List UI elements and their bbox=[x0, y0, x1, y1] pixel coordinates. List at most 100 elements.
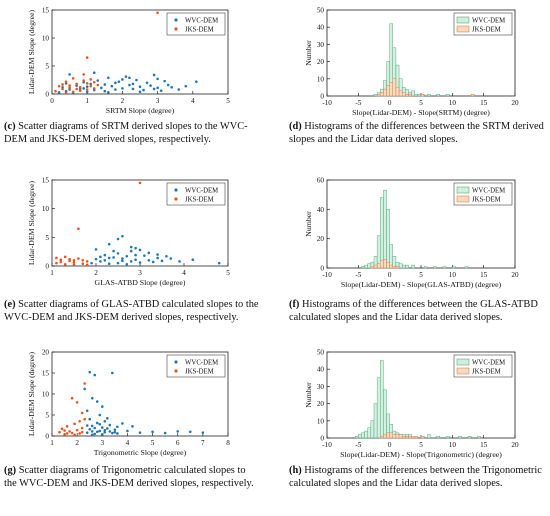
scatter-point bbox=[169, 257, 173, 260]
hist-bar bbox=[398, 90, 403, 97]
x-tick-label: -5 bbox=[355, 271, 361, 279]
y-tick-label: 5 bbox=[45, 234, 49, 242]
x-tick-label: 4 bbox=[182, 269, 186, 277]
legend-marker bbox=[174, 27, 178, 31]
scatter-point bbox=[129, 249, 133, 253]
scatter-point bbox=[103, 430, 107, 434]
scatter-point bbox=[98, 429, 102, 433]
legend-swatch bbox=[456, 186, 470, 194]
scatter-point bbox=[78, 432, 81, 435]
scatter-point bbox=[72, 258, 76, 262]
y-axis-label: Lidar-DEM Slope (degree) bbox=[27, 180, 36, 265]
scatter-point bbox=[151, 260, 155, 264]
scatter-point bbox=[61, 87, 64, 91]
x-tick-label: 15 bbox=[480, 271, 488, 279]
scatter-point bbox=[73, 433, 76, 437]
y-tick-label: 10 bbox=[42, 391, 50, 399]
hist-bar bbox=[452, 266, 456, 269]
scatter-point bbox=[85, 85, 89, 89]
legend-label: WVC-DEM bbox=[185, 18, 218, 25]
hist-bar bbox=[458, 436, 462, 439]
x-tick-label: 4 bbox=[126, 439, 130, 447]
scatter-point bbox=[82, 79, 85, 82]
legend-swatch bbox=[456, 25, 470, 33]
scatter-point bbox=[99, 86, 103, 90]
scatter-point bbox=[116, 261, 120, 265]
scatter-point bbox=[58, 430, 61, 434]
scatter-point bbox=[103, 253, 107, 257]
scatter-point bbox=[63, 255, 67, 259]
scatter-point bbox=[128, 76, 131, 80]
scatter-point bbox=[177, 88, 181, 91]
y-tick-label: 0 bbox=[45, 91, 49, 99]
scatter-point bbox=[68, 86, 71, 90]
y-tick-label: 0 bbox=[320, 265, 324, 273]
hist-bar bbox=[392, 266, 397, 269]
legend-marker bbox=[174, 360, 178, 364]
scatter-point bbox=[90, 396, 94, 400]
scatter-point bbox=[89, 78, 93, 81]
scatter-point bbox=[108, 423, 112, 427]
hist-bar bbox=[411, 436, 415, 439]
x-tick-label: 15 bbox=[480, 99, 488, 107]
hist-bar bbox=[408, 436, 412, 439]
caption-text: Histograms of the differences between th… bbox=[289, 121, 544, 146]
scatter-point bbox=[112, 249, 115, 253]
legend-label: JKS-DEM bbox=[185, 369, 214, 376]
hist-bar bbox=[389, 264, 393, 269]
scatter-point bbox=[81, 262, 85, 266]
y-tick-label: 5 bbox=[45, 63, 49, 71]
y-tick-label: 40 bbox=[317, 366, 325, 374]
scatter-point bbox=[83, 417, 86, 421]
scatter-point bbox=[63, 433, 66, 436]
scatter-point bbox=[89, 82, 93, 86]
x-tick-label: 1 bbox=[85, 97, 89, 105]
scatter-point bbox=[170, 85, 173, 89]
scatter-point bbox=[138, 248, 142, 252]
scatter-point bbox=[95, 430, 99, 434]
caption-tag: (c) bbox=[4, 121, 16, 132]
caption-g: (g) Scatter diagrams of Trigonometric ca… bbox=[4, 464, 260, 490]
x-tick-label: 0 bbox=[388, 441, 392, 449]
legend-label: JKS-DEM bbox=[472, 369, 501, 376]
hist-bar bbox=[395, 434, 400, 439]
scatter-point bbox=[129, 245, 133, 249]
caption-h: (h) Histograms of the differences betwee… bbox=[289, 464, 545, 490]
hist-bar bbox=[436, 436, 441, 439]
x-tick-label: 20 bbox=[511, 441, 519, 449]
x-tick-label: 5 bbox=[226, 269, 230, 277]
scatter-point bbox=[121, 422, 124, 425]
scatter-point bbox=[121, 87, 124, 90]
caption-text: Scatter diagrams of GLAS-ATBD calculated… bbox=[4, 299, 259, 324]
scatter-point bbox=[55, 256, 58, 260]
hist-bar bbox=[380, 260, 384, 269]
legend-label: WVC-DEM bbox=[472, 18, 505, 25]
chart-panel-e: 1 2 3 4 5 0 5 10 15 GLAS-ATBD Slope (degree) Lidar… bbox=[0, 168, 265, 303]
hist-bar bbox=[376, 235, 381, 269]
scatter-point bbox=[75, 87, 78, 91]
hist-bar bbox=[376, 94, 381, 97]
scatter-point bbox=[80, 430, 84, 434]
scatter-point bbox=[135, 78, 138, 82]
scatter-point bbox=[92, 80, 96, 84]
x-tick-label: 1 bbox=[50, 439, 54, 447]
scatter-point bbox=[68, 430, 71, 433]
scatter-point bbox=[80, 411, 84, 415]
scatter-point bbox=[121, 259, 124, 263]
scatter-point bbox=[85, 431, 89, 434]
scatter-point bbox=[88, 370, 92, 374]
y-tick-label: 50 bbox=[317, 7, 325, 15]
scatter-point bbox=[138, 261, 142, 264]
scatter-point bbox=[72, 263, 76, 267]
scatter-point bbox=[107, 256, 111, 260]
x-tick-label: -5 bbox=[355, 441, 361, 449]
scatter-point bbox=[121, 78, 124, 81]
scatter-point bbox=[83, 382, 86, 385]
hist-bar bbox=[411, 264, 415, 269]
scatter-point bbox=[131, 82, 135, 86]
scatter-point bbox=[75, 82, 78, 86]
scatter-point bbox=[88, 427, 92, 431]
x-tick-label: 20 bbox=[511, 99, 519, 107]
scatter-point bbox=[89, 84, 93, 88]
scatter-point bbox=[107, 242, 111, 246]
